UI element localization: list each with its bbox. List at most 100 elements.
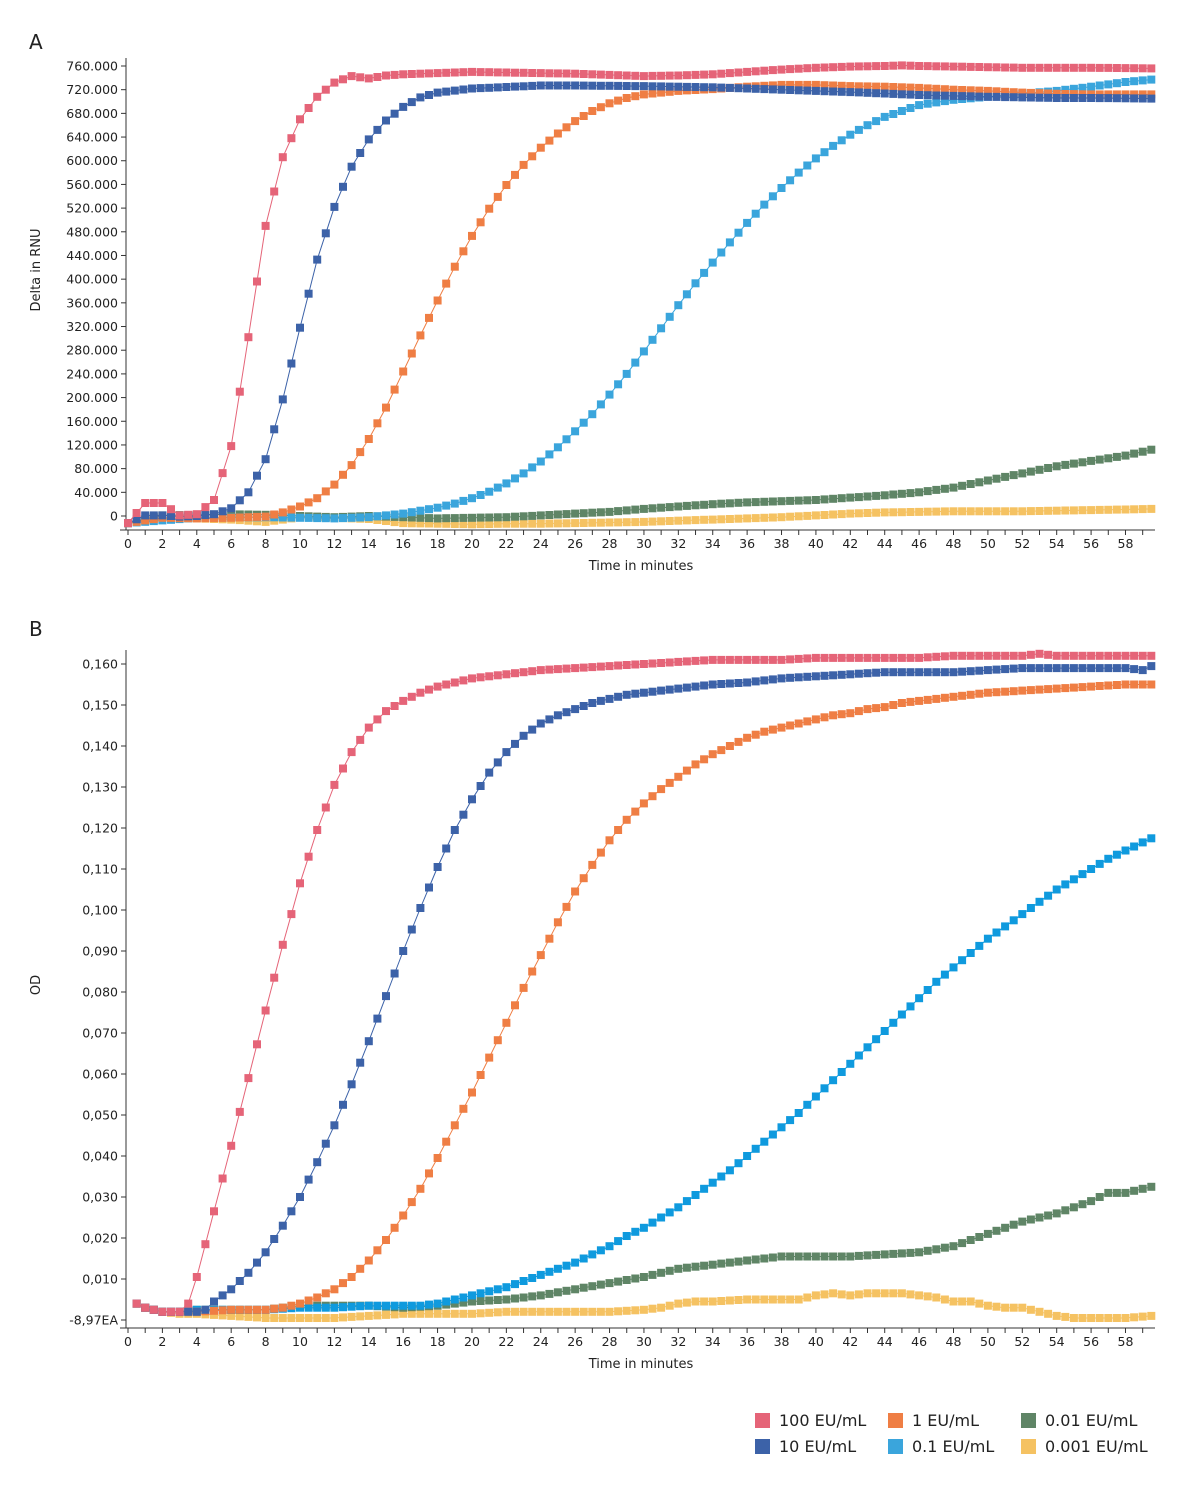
panel-b-data-point bbox=[708, 680, 717, 689]
panel-b-x-ticks: 0 2 4 6 8 10 12 14 16 18 20 22 24 26 28 30 32 34 36 38 40 42 4… bbox=[124, 1328, 1144, 1349]
panel-b-x-tick-label: 20 bbox=[464, 1334, 480, 1349]
panel-a-data-point bbox=[949, 507, 958, 516]
panel-b-data-point bbox=[1052, 664, 1061, 673]
panel-a-data-point bbox=[330, 78, 339, 87]
panel-a-data-point bbox=[906, 90, 915, 99]
panel-a-data-point bbox=[519, 160, 528, 169]
panel-a-data-point bbox=[622, 369, 631, 378]
panel-b-data-point bbox=[493, 1285, 502, 1294]
panel-a-data-point bbox=[897, 508, 906, 517]
panel-b-data-point bbox=[760, 727, 769, 736]
panel-b-data-point bbox=[493, 1308, 502, 1317]
panel-a-data-point bbox=[820, 148, 829, 157]
panel-b-data-point bbox=[708, 750, 717, 759]
panel-b-data-point bbox=[734, 1296, 743, 1304]
panel-b-data-point bbox=[459, 1298, 468, 1307]
panel-a-data-point bbox=[502, 83, 511, 91]
panel-a-data-point bbox=[1130, 64, 1139, 73]
panel-b-data-point bbox=[682, 1298, 691, 1307]
panel-a-data-point bbox=[545, 81, 554, 90]
panel-a-data-point bbox=[416, 69, 425, 78]
panel-a-data-point bbox=[476, 491, 485, 499]
panel-a-data-point bbox=[1001, 87, 1010, 96]
panel-b-data-point bbox=[665, 685, 674, 694]
panel-a-data-point bbox=[820, 81, 829, 90]
panel-b-data-point bbox=[915, 1291, 924, 1300]
legend-swatch bbox=[755, 1438, 770, 1454]
panel-b-data-point bbox=[1035, 1307, 1044, 1316]
legend-label: 1 EU/mL bbox=[912, 1410, 979, 1430]
panel-b-data-point bbox=[734, 679, 743, 687]
panel-a-data-point bbox=[356, 448, 365, 457]
panel-a-data-point bbox=[1026, 93, 1035, 102]
panel-b-x-tick-label: 42 bbox=[842, 1334, 858, 1349]
panel-a-data-point bbox=[846, 493, 855, 502]
panel-a-data-point bbox=[364, 74, 373, 83]
panel-b-data-point bbox=[235, 1107, 244, 1116]
panel-a-data-point bbox=[235, 387, 244, 396]
panel-a-data-point bbox=[287, 359, 296, 368]
panel-b-data-point bbox=[459, 1309, 468, 1318]
panel-b-series-group bbox=[132, 649, 1156, 1322]
panel-a-data-point bbox=[872, 508, 881, 517]
panel-a-data-point bbox=[983, 476, 992, 485]
panel-a-data-point bbox=[665, 71, 674, 80]
panel-a-data-point bbox=[141, 516, 150, 525]
panel-b-data-point bbox=[1147, 662, 1156, 671]
panel-b-data-point bbox=[1130, 651, 1139, 660]
panel-a-data-point bbox=[588, 81, 597, 90]
panel-a-data-point bbox=[1061, 85, 1070, 94]
panel-b-data-point bbox=[1009, 916, 1018, 925]
panel-a-data-point bbox=[468, 520, 476, 529]
panel-b-data-point bbox=[682, 683, 691, 692]
panel-b-data-point bbox=[794, 719, 803, 728]
panel-a-data-point bbox=[261, 455, 270, 464]
panel-a-data-point bbox=[588, 70, 597, 79]
panel-b-data-point bbox=[1104, 664, 1113, 673]
panel-a-data-point bbox=[382, 116, 390, 125]
panel-b-data-point bbox=[725, 742, 734, 750]
panel-a-data-point bbox=[459, 496, 468, 505]
panel-b-series-s01b bbox=[132, 834, 1156, 1316]
panel-a-data-point bbox=[631, 82, 640, 91]
panel-a-data-point bbox=[880, 112, 889, 121]
panel-b-data-point bbox=[854, 653, 863, 662]
panel-a-x-tick-label: 54 bbox=[1049, 536, 1065, 551]
panel-b-data-point bbox=[244, 1305, 253, 1314]
panel-a-data-point bbox=[433, 514, 442, 523]
panel-a-data-point bbox=[1018, 469, 1027, 478]
panel-b-data-point bbox=[244, 1312, 253, 1321]
panel-a-data-point bbox=[768, 66, 777, 75]
panel-a-data-point bbox=[777, 497, 786, 506]
panel-b-series-s001 bbox=[132, 1182, 1156, 1316]
panel-b-data-point bbox=[811, 1252, 820, 1261]
panel-b-data-point bbox=[416, 1309, 425, 1318]
panel-a-data-point bbox=[614, 507, 623, 516]
panel-a-data-point bbox=[485, 68, 494, 77]
panel-a-data-point bbox=[235, 496, 244, 505]
panel-a-data-point bbox=[725, 515, 734, 523]
panel-b-data-point bbox=[468, 1088, 476, 1097]
panel-b-x-tick-label: 48 bbox=[946, 1334, 962, 1349]
panel-b-data-point bbox=[373, 1311, 382, 1320]
panel-a-data-point bbox=[648, 517, 657, 526]
panel-b-data-point bbox=[321, 1139, 330, 1148]
panel-b-data-point bbox=[682, 766, 691, 775]
panel-a-x-tick-label: 46 bbox=[911, 536, 927, 551]
panel-a-data-point bbox=[485, 487, 494, 496]
panel-a-x-tick-label: 4 bbox=[193, 536, 201, 551]
panel-a-data-point bbox=[889, 61, 898, 70]
panel-b-data-point bbox=[1001, 1223, 1010, 1232]
panel-b-data-point bbox=[442, 1309, 451, 1318]
panel-a-data-point bbox=[270, 510, 279, 519]
panel-b-data-point bbox=[880, 703, 889, 712]
panel-a-data-point bbox=[1104, 454, 1113, 463]
panel-b-data-point bbox=[321, 1303, 330, 1312]
panel-b-data-point bbox=[691, 656, 700, 665]
panel-b-data-point bbox=[846, 709, 855, 718]
panel-b-data-point bbox=[854, 1051, 863, 1060]
panel-b-data-point bbox=[244, 1074, 253, 1083]
panel-a-data-point bbox=[829, 494, 838, 503]
panel-b-data-point bbox=[450, 1299, 459, 1308]
panel-b-data-point bbox=[958, 667, 967, 676]
